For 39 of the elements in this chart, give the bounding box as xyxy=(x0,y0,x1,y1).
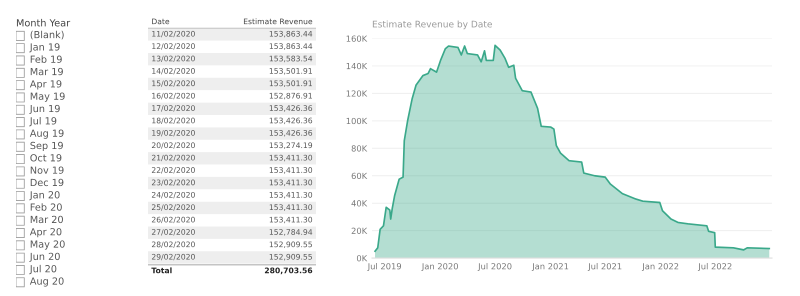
x-tick-label: Jan 2020 xyxy=(421,263,458,271)
text: Feb 20 xyxy=(30,203,62,211)
text: Jan 20 xyxy=(29,191,60,200)
y-tick-label: 60K xyxy=(352,172,368,180)
text: Aug 19 xyxy=(30,129,64,139)
text: May 19 xyxy=(30,92,65,102)
y-tick-label: 80K xyxy=(352,145,368,152)
y-tick-label: 0K xyxy=(356,255,368,262)
text: Jun 20 xyxy=(29,252,60,262)
text: Jun 19 xyxy=(29,104,60,114)
x-tick-label: Jul 2020 xyxy=(478,262,512,271)
text: May 20 xyxy=(30,240,65,250)
text: Aug 20 xyxy=(30,277,64,287)
text: Mar 20 xyxy=(30,216,63,224)
y-tick-label: 140K xyxy=(346,62,368,70)
chart-title: Estimate Revenue by Date xyxy=(372,20,492,30)
text: Mar 19 xyxy=(30,68,63,76)
x-tick-label: Jul 2021 xyxy=(588,262,622,271)
x-tick-label: Jul 2019 xyxy=(367,262,402,271)
y-tick-label: 120K xyxy=(346,90,368,97)
text: Jan 19 xyxy=(29,43,60,52)
text: Nov 19 xyxy=(30,166,64,174)
text: Jul 19 xyxy=(29,116,56,126)
y-tick-label: 100K xyxy=(346,118,368,124)
text: Dec 19 xyxy=(30,178,64,186)
y-tick-label: 20K xyxy=(352,228,368,234)
text: Sep 19 xyxy=(30,142,63,152)
text: Month Year xyxy=(16,18,70,26)
text: Oct 19 xyxy=(30,154,62,162)
y-tick-label: 160K xyxy=(346,35,368,42)
text: (Blank) xyxy=(30,30,64,40)
text: Jul 20 xyxy=(29,264,56,274)
text: Feb 19 xyxy=(30,55,62,63)
y-tick-label: 40K xyxy=(351,200,368,206)
text: Apr 19 xyxy=(30,80,62,90)
x-tick-label: Jan 2021 xyxy=(532,263,568,271)
x-tick-label: Jan 2022 xyxy=(642,263,678,271)
x-tick-label: Jul 2022 xyxy=(698,262,732,271)
text: Apr 20 xyxy=(30,228,62,238)
